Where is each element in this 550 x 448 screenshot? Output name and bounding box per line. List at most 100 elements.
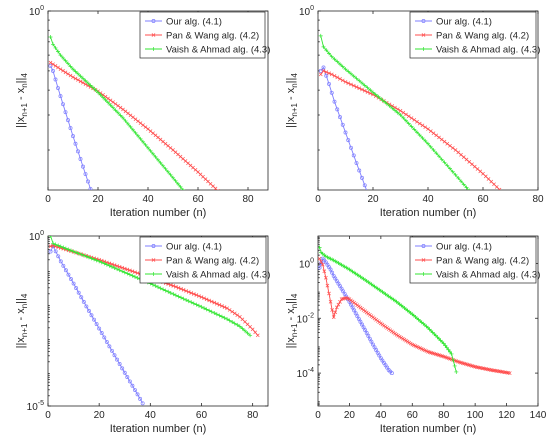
data-point <box>336 302 341 307</box>
data-point <box>401 110 406 115</box>
data-point <box>99 216 102 219</box>
data-point <box>226 199 229 202</box>
data-point <box>184 191 188 195</box>
data-point <box>76 78 80 82</box>
data-point <box>340 78 345 83</box>
data-point <box>319 259 323 264</box>
data-point <box>102 335 107 340</box>
data-point <box>125 271 130 276</box>
legend-label: Vaish & Ahmad alg. (4.3) <box>436 270 540 281</box>
data-point <box>417 121 422 126</box>
data-point <box>229 202 232 205</box>
data-point <box>232 321 237 326</box>
data-point <box>209 299 214 304</box>
data-point <box>225 306 229 311</box>
x-tick-label: 100 <box>467 410 484 421</box>
data-point <box>357 86 362 91</box>
data-point <box>484 207 488 211</box>
legend-label: Our alg. (4.1) <box>166 17 222 28</box>
data-point <box>520 210 523 213</box>
data-point <box>97 326 102 331</box>
data-point <box>68 73 73 78</box>
x-tick-label: 60 <box>407 410 419 421</box>
data-point <box>106 100 110 105</box>
data-point <box>442 139 447 144</box>
data-point <box>450 169 455 174</box>
data-point <box>97 259 102 264</box>
data-point <box>127 272 132 277</box>
data-point <box>83 172 88 177</box>
data-point <box>63 246 68 251</box>
data-point <box>58 244 63 249</box>
data-point <box>71 67 75 72</box>
data-point <box>112 353 117 358</box>
data-point <box>128 113 133 118</box>
data-point <box>158 160 163 165</box>
data-point <box>415 130 419 135</box>
data-point <box>171 175 175 180</box>
data-point <box>420 136 425 141</box>
data-point <box>481 205 485 209</box>
data-point <box>362 88 367 93</box>
data-point <box>79 252 84 257</box>
data-point <box>179 295 184 300</box>
data-point <box>171 292 176 297</box>
data-point <box>354 161 359 165</box>
data-point <box>66 72 70 76</box>
data-point <box>81 299 86 304</box>
data-point <box>357 168 362 173</box>
data-point <box>371 90 375 95</box>
data-point <box>325 283 330 288</box>
data-point <box>219 314 224 319</box>
axes-box <box>47 10 269 191</box>
data-point <box>423 125 428 130</box>
data-point <box>86 255 91 260</box>
data-point <box>409 124 414 129</box>
data-point <box>96 90 100 95</box>
data-point <box>441 341 446 346</box>
data-point <box>324 48 329 53</box>
data-point <box>373 92 378 97</box>
series-line <box>320 66 367 190</box>
data-point <box>106 96 110 101</box>
data-point <box>71 75 75 79</box>
data-point <box>237 324 242 329</box>
legend-label: Our alg. (4.1) <box>166 242 222 253</box>
data-point <box>63 268 68 273</box>
data-point <box>122 266 127 271</box>
data-point <box>333 310 338 315</box>
data-point <box>507 371 512 375</box>
data-point <box>318 68 323 73</box>
data-point <box>81 164 85 169</box>
data-point <box>58 259 63 264</box>
data-point <box>445 163 450 168</box>
data-point <box>246 220 249 223</box>
data-point <box>456 176 461 181</box>
data-point <box>346 81 351 86</box>
data-point <box>409 116 414 120</box>
data-point <box>194 302 199 307</box>
data-point <box>110 348 114 353</box>
legend-label: Vaish & Ahmad alg. (4.3) <box>166 270 270 281</box>
data-point <box>81 76 85 81</box>
series-layer <box>318 245 512 376</box>
data-point <box>253 330 258 335</box>
data-point <box>351 153 356 158</box>
data-point <box>318 265 322 270</box>
data-point <box>78 74 83 79</box>
data-point <box>384 101 389 106</box>
data-point <box>132 274 137 279</box>
x-tick-label: 40 <box>375 410 387 421</box>
data-point <box>99 260 104 265</box>
data-point <box>393 260 396 263</box>
data-point <box>126 285 129 288</box>
data-point <box>53 45 58 50</box>
data-point <box>225 317 230 322</box>
data-point <box>123 118 128 123</box>
data-point <box>396 267 399 270</box>
data-point <box>186 299 191 304</box>
data-point <box>514 204 517 207</box>
data-point <box>431 131 436 136</box>
x-axis-title: Iteration number (n) <box>380 207 477 219</box>
data-point <box>131 127 135 132</box>
